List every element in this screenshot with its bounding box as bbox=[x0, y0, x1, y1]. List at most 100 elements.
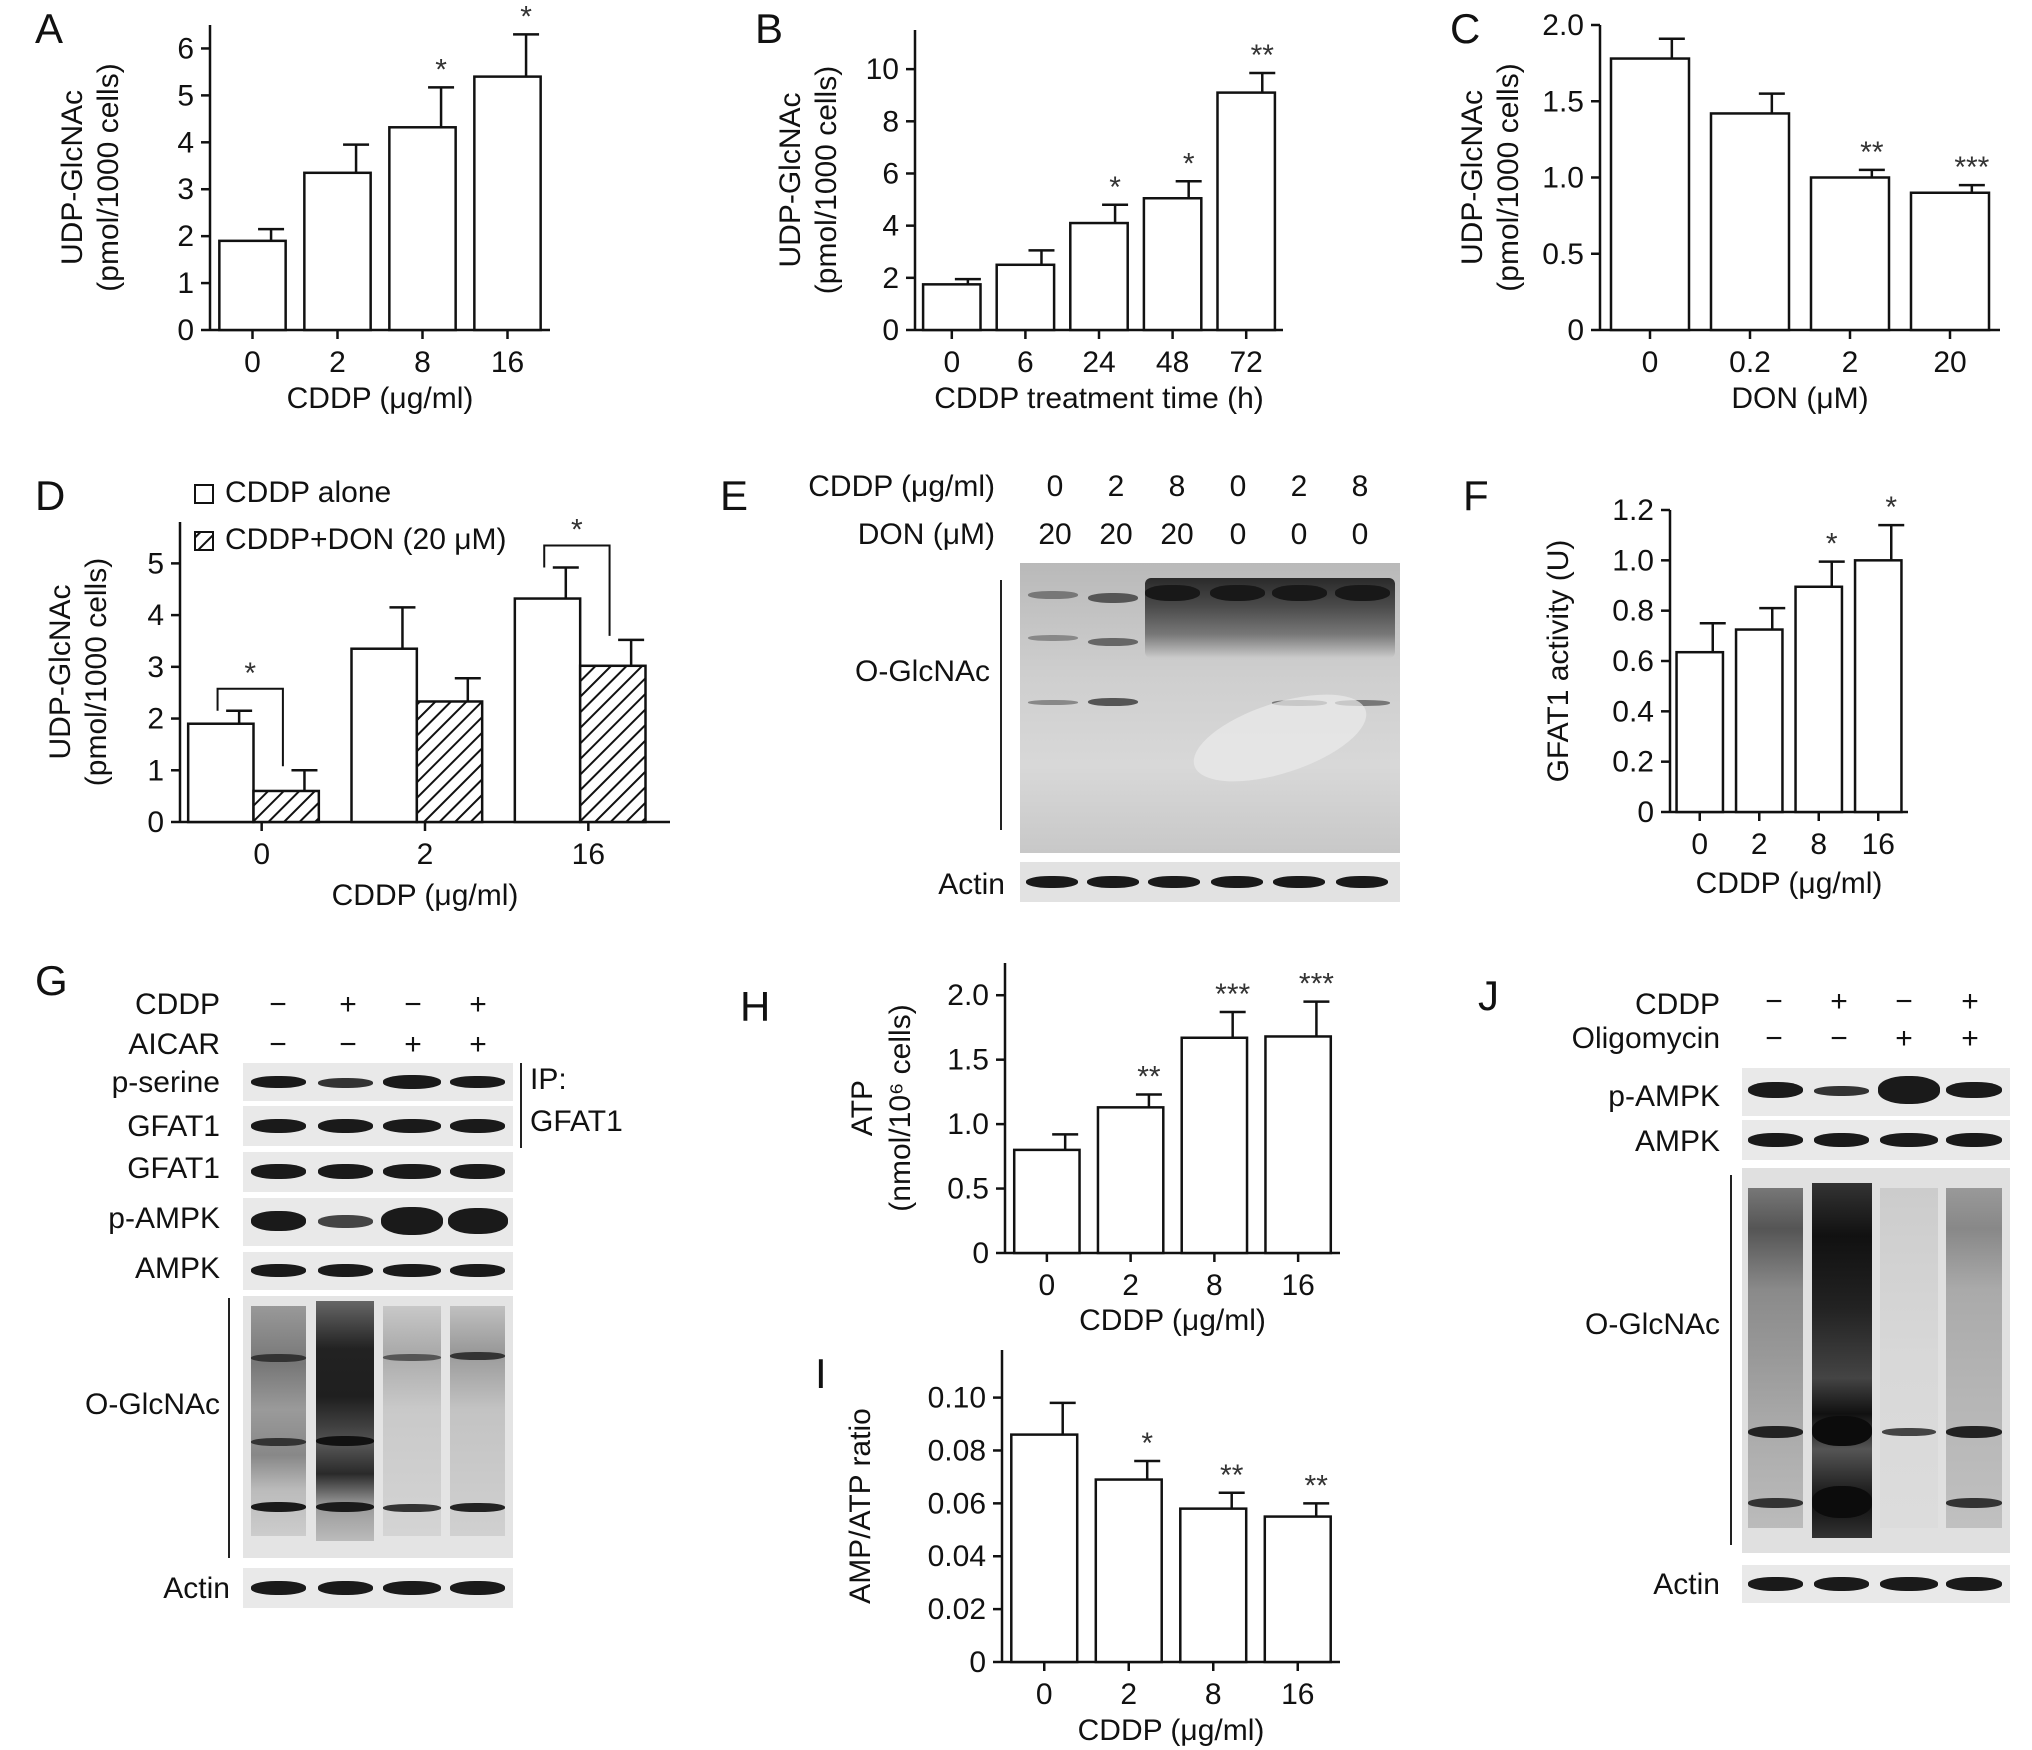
g-ip-label: IP: bbox=[530, 1063, 567, 1096]
x-tick-label-c: 2 bbox=[1842, 346, 1859, 379]
x-axis-label-c: DON (μM) bbox=[1731, 382, 1868, 415]
j-band bbox=[1946, 1133, 2002, 1147]
significance-d: * bbox=[244, 657, 256, 690]
y-axis-label-b-line2: (pmol/1000 cells) bbox=[810, 66, 843, 294]
bar-i bbox=[1010, 1433, 1079, 1664]
e-don-value: 0 bbox=[1290, 518, 1308, 551]
g-aicar-sign: − bbox=[269, 1028, 287, 1061]
j-row-label-oligomycin: Oligomycin bbox=[1571, 1022, 1720, 1055]
x-tick-label-c: 0 bbox=[1642, 346, 1659, 379]
g-band bbox=[251, 1211, 306, 1231]
x-tick-label-d: 2 bbox=[417, 838, 434, 871]
significance-bracket-d bbox=[543, 544, 611, 636]
y-tick-label-h: 1.0 bbox=[947, 1108, 989, 1141]
y-tick-label-b: 2 bbox=[882, 262, 899, 295]
g-blot-label-pampk: p-AMPK bbox=[108, 1202, 220, 1235]
g-cddp-sign: − bbox=[404, 988, 422, 1021]
e-cddp-value: 8 bbox=[1351, 470, 1369, 503]
y-tick-label-d: 5 bbox=[147, 547, 164, 580]
x-tick-label-b: 0 bbox=[943, 346, 960, 379]
significance-bracket-d bbox=[216, 687, 284, 767]
bar-c bbox=[1609, 57, 1691, 332]
y-tick-label-i: 0.10 bbox=[928, 1382, 986, 1415]
e-band bbox=[1028, 700, 1078, 705]
x-tick-label-h: 16 bbox=[1281, 1269, 1314, 1302]
chart-f bbox=[1661, 508, 1908, 821]
g-aicar-sign: − bbox=[339, 1028, 357, 1061]
x-tick-label-h: 0 bbox=[1039, 1269, 1056, 1302]
j-band bbox=[1878, 1076, 1940, 1104]
x-tick-label-d: 0 bbox=[253, 838, 270, 871]
e-don-value: 0 bbox=[1229, 518, 1247, 551]
g-ip-target-label: GFAT1 bbox=[530, 1105, 623, 1138]
chart-i bbox=[993, 1350, 1340, 1671]
e-band bbox=[1088, 698, 1138, 706]
j-oligo-sign: − bbox=[1765, 1022, 1783, 1055]
e-don-value: 0 bbox=[1351, 518, 1369, 551]
bar-d-don bbox=[252, 789, 321, 824]
e-band bbox=[1145, 585, 1200, 601]
y-tick-label-f: 0.2 bbox=[1612, 746, 1654, 779]
y-tick-label-c: 1.0 bbox=[1542, 162, 1584, 195]
g-band bbox=[383, 1075, 441, 1089]
g-lane-smear bbox=[383, 1306, 441, 1536]
x-tick-label-a: 8 bbox=[414, 346, 431, 379]
g-band bbox=[450, 1503, 505, 1512]
y-tick-label-b: 8 bbox=[882, 105, 899, 138]
e-band bbox=[1028, 591, 1078, 599]
g-band bbox=[383, 1354, 441, 1361]
g-band bbox=[448, 1208, 508, 1234]
chart-b bbox=[906, 30, 1283, 339]
y-axis-label-h: ATP bbox=[846, 1080, 879, 1136]
y-tick-label-d: 0 bbox=[147, 806, 164, 839]
g-band bbox=[450, 1352, 505, 1360]
x-tick-label-h: 2 bbox=[1122, 1269, 1139, 1302]
g-blot-label-ampk: AMPK bbox=[134, 1252, 220, 1285]
j-cddp-sign: − bbox=[1895, 985, 1913, 1018]
y-tick-label-h: 1.5 bbox=[947, 1044, 989, 1077]
bar-h bbox=[1096, 1106, 1165, 1255]
bar-f bbox=[1794, 585, 1844, 814]
bar-h bbox=[1180, 1036, 1249, 1255]
g-gfat1-ip-blot bbox=[243, 1106, 513, 1146]
j-band bbox=[1880, 1133, 1938, 1147]
bar-b bbox=[995, 263, 1056, 332]
g-pserine-blot bbox=[243, 1063, 513, 1101]
panel-letter-e: E bbox=[720, 472, 749, 519]
g-band bbox=[318, 1264, 373, 1277]
x-tick-label-b: 48 bbox=[1156, 346, 1189, 379]
j-band bbox=[1814, 1086, 1869, 1096]
legend-swatch-alone bbox=[194, 484, 214, 504]
panel-letter-g: G bbox=[35, 957, 68, 1004]
x-tick-label-b: 24 bbox=[1082, 346, 1115, 379]
chart-a bbox=[201, 25, 550, 339]
panel-letter-c: C bbox=[1450, 5, 1481, 52]
legend-label-alone: CDDP alone bbox=[225, 476, 391, 509]
panel-letter-d: D bbox=[35, 472, 66, 519]
g-band bbox=[450, 1581, 505, 1595]
j-cddp-sign: + bbox=[1830, 985, 1848, 1018]
e-actin-band bbox=[1087, 876, 1139, 888]
bar-d-don bbox=[415, 700, 484, 824]
bar-a bbox=[303, 171, 372, 332]
j-band bbox=[1812, 1486, 1872, 1518]
g-lane-smear bbox=[316, 1301, 374, 1541]
y-tick-label-h: 2.0 bbox=[947, 979, 989, 1012]
bar-a bbox=[473, 75, 542, 332]
e-actin-band bbox=[1211, 876, 1263, 888]
g-band bbox=[316, 1502, 374, 1512]
g-band bbox=[251, 1354, 306, 1362]
g-aicar-sign: + bbox=[469, 1028, 487, 1061]
significance-b: ** bbox=[1251, 39, 1275, 72]
g-band bbox=[251, 1076, 306, 1088]
j-actin-blot bbox=[1742, 1565, 2010, 1603]
significance-c: *** bbox=[1954, 151, 1989, 184]
bar-b bbox=[921, 283, 982, 332]
panel-letter-b: B bbox=[755, 5, 784, 52]
j-band bbox=[1814, 1133, 1869, 1147]
e-bracket-line bbox=[1000, 580, 1002, 830]
bar-c bbox=[1709, 112, 1791, 332]
bar-a bbox=[388, 126, 457, 332]
y-tick-label-c: 2.0 bbox=[1542, 9, 1584, 42]
